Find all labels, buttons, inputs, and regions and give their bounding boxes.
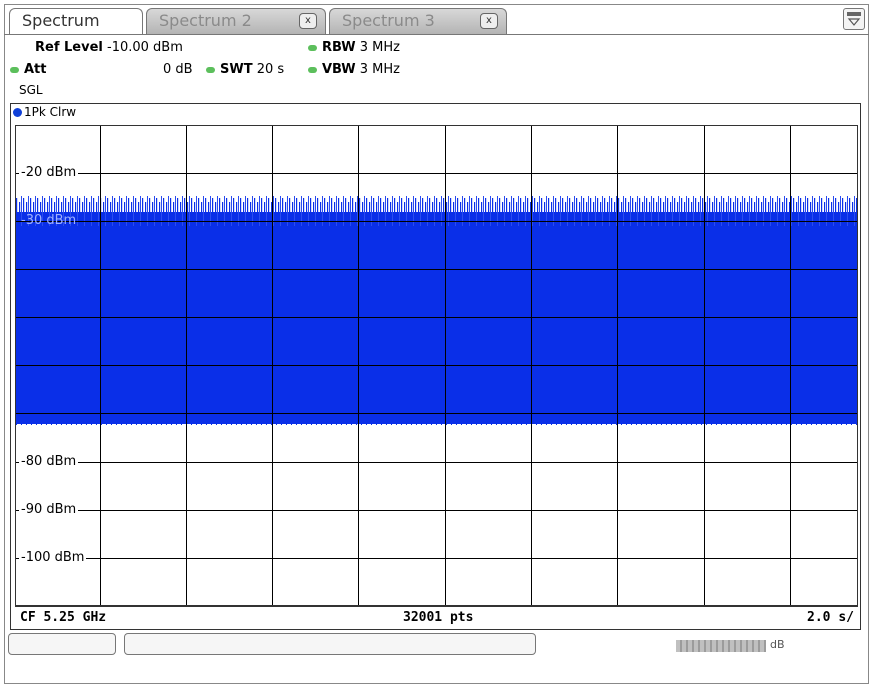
- vbw-readout: VBW 3 MHz: [308, 62, 400, 77]
- status-led-icon: [308, 66, 317, 73]
- rbw-readout: RBW 3 MHz: [308, 40, 400, 55]
- spectrum-plot[interactable]: -20 dBm -30 dBm -80 dBm -90 dBm -100 dBm: [15, 125, 858, 606]
- y-axis-label: -30 dBm: [21, 213, 77, 228]
- rbw-label: RBW: [322, 40, 356, 55]
- status-field[interactable]: [8, 633, 116, 655]
- tab-label: Spectrum: [22, 11, 100, 30]
- time-per-division: 2.0 s/: [807, 610, 854, 625]
- att-label: Att: [24, 62, 47, 77]
- y-axis-label: -80 dBm: [19, 454, 79, 469]
- vbw-label: VBW: [322, 62, 356, 77]
- swt-readout: SWT 20 s: [206, 62, 284, 77]
- att-value-readout: 0 dB: [163, 62, 193, 77]
- grid-line: [16, 510, 857, 511]
- tab-label: Spectrum 2: [159, 11, 252, 30]
- tab-strip-divider: [4, 34, 869, 35]
- trace-band: [16, 212, 857, 424]
- trace-spikes: [16, 192, 857, 226]
- grid-line: [16, 413, 857, 414]
- swt-value: 20 s: [256, 62, 285, 77]
- level-meter-label: dB: [770, 638, 785, 651]
- grid-line: [16, 317, 857, 318]
- grid-line: [16, 221, 857, 222]
- y-axis-label: -20 dBm: [19, 165, 79, 180]
- message-field[interactable]: [124, 633, 536, 655]
- trace-label: 1Pk Clrw: [13, 105, 76, 119]
- grid-line: [16, 462, 857, 463]
- grid-line: [16, 173, 857, 174]
- att-readout: Att: [10, 62, 47, 77]
- swt-label: SWT: [220, 62, 253, 77]
- grid-line: [16, 558, 857, 559]
- att-value: 0 dB: [163, 62, 193, 77]
- sweep-points: 32001 pts: [403, 610, 474, 625]
- status-led-icon: [308, 44, 317, 51]
- tab-spectrum[interactable]: Spectrum: [9, 8, 143, 34]
- grid-line: [16, 269, 857, 270]
- level-meter: [676, 640, 766, 652]
- tab-spectrum-2[interactable]: Spectrum 2 x: [146, 8, 326, 34]
- grid-line: [16, 365, 857, 366]
- diagram-footer: CF 5.25 GHz 32001 pts 2.0 s/: [15, 606, 858, 629]
- trace-mode: 1Pk Clrw: [24, 105, 77, 119]
- ref-level-label: Ref Level: [35, 40, 103, 55]
- ref-level-value: -10.00 dBm: [107, 40, 183, 55]
- status-led-icon: [206, 66, 215, 73]
- trace-indicator-icon: [13, 108, 22, 117]
- center-frequency: CF 5.25 GHz: [20, 610, 107, 625]
- collapse-icon: [847, 12, 861, 26]
- sweep-mode: SGL: [19, 83, 43, 97]
- ref-level-readout: Ref Level -10.00 dBm: [35, 40, 183, 55]
- collapse-panel-button[interactable]: [843, 8, 865, 30]
- status-led-icon: [10, 66, 19, 73]
- y-axis-label: -90 dBm: [19, 502, 79, 517]
- rbw-value: 3 MHz: [359, 40, 400, 55]
- trace-lower-edge: [16, 420, 857, 426]
- close-icon[interactable]: x: [299, 13, 317, 29]
- y-axis-label: -100 dBm: [19, 550, 87, 565]
- vbw-value: 3 MHz: [359, 62, 400, 77]
- tab-label: Spectrum 3: [342, 11, 435, 30]
- tab-spectrum-3[interactable]: Spectrum 3 x: [329, 8, 507, 34]
- close-icon[interactable]: x: [480, 13, 498, 29]
